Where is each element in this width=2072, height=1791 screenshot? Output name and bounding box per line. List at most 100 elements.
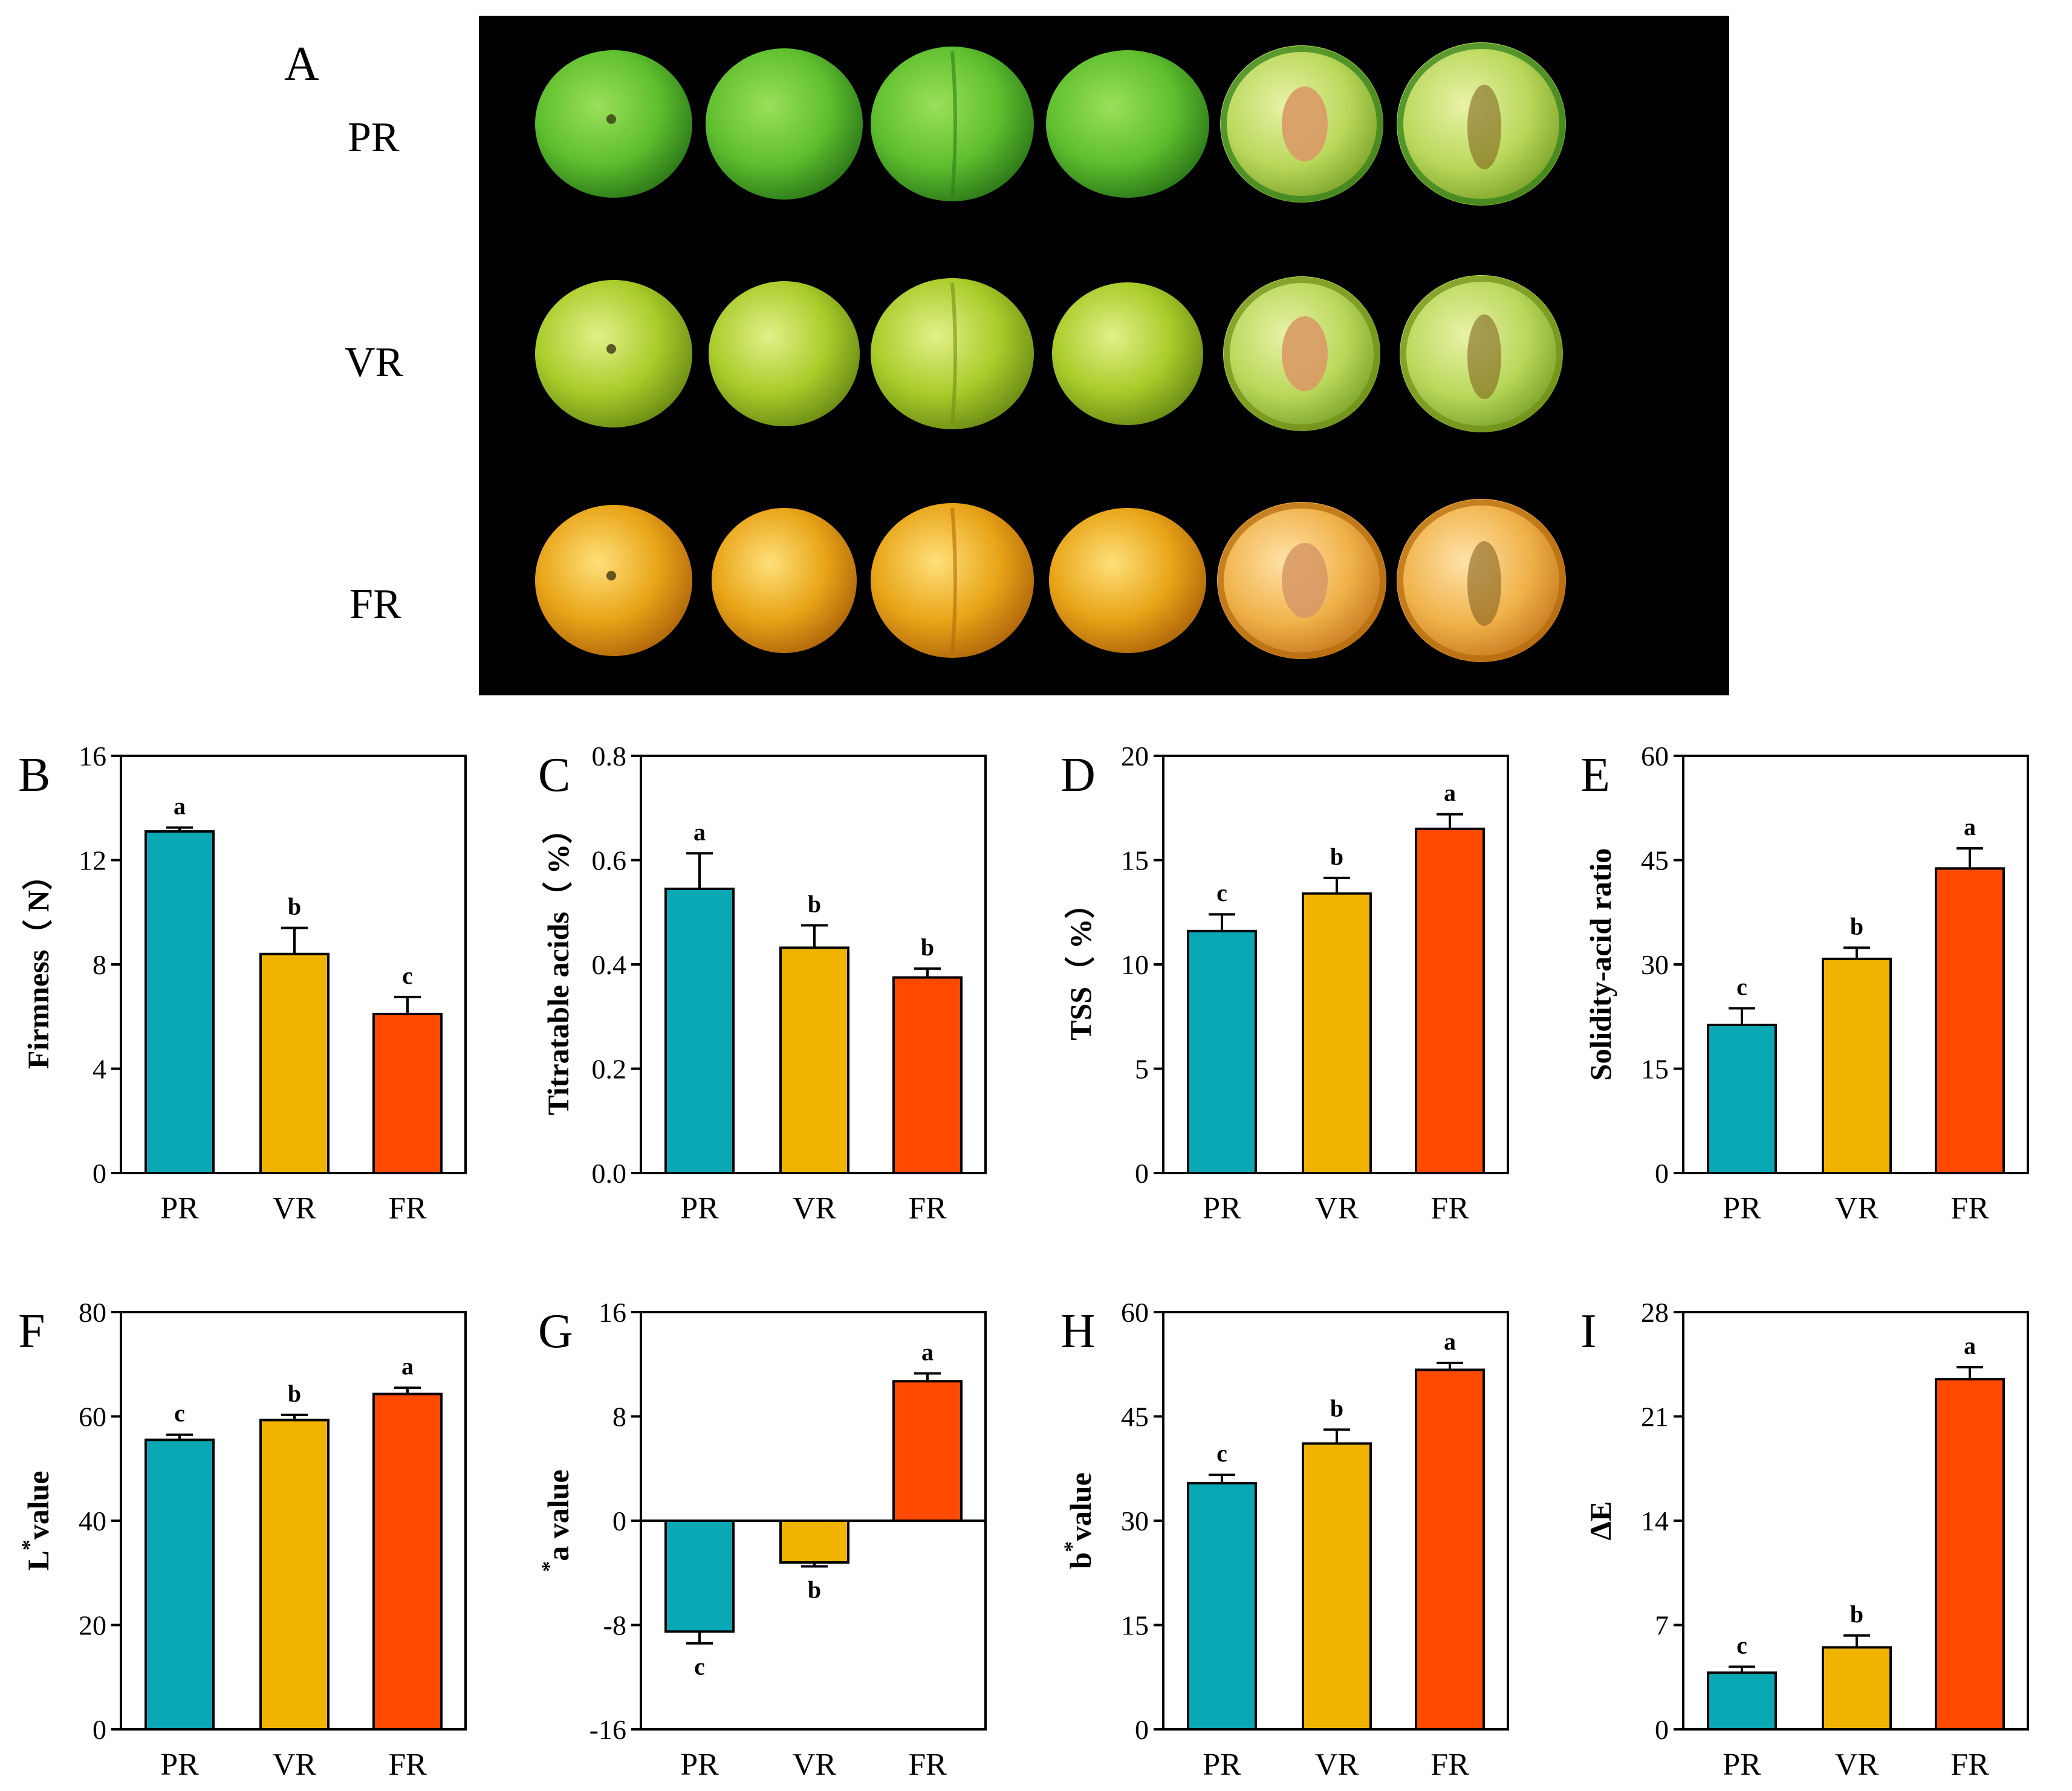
y-axis-label-main: L	[21, 1550, 55, 1570]
fruit-0-4	[1220, 45, 1383, 203]
y-tick-label: 16	[79, 741, 106, 772]
x-category-label: FR	[1431, 1191, 1469, 1226]
y-tick-label: 5	[1135, 1054, 1149, 1085]
x-category-label: FR	[908, 1191, 947, 1226]
bar-vr	[259, 1419, 330, 1731]
y-tick-label: 40	[79, 1506, 106, 1536]
bar-vr	[779, 946, 849, 1175]
significance-letter: b	[1850, 912, 1863, 940]
fruit-2-5	[1397, 499, 1566, 662]
significance-letter: a	[1444, 779, 1456, 807]
bar-pr	[1707, 1671, 1777, 1731]
chart-panel-f: F 0 20 40 60 80 c PR b VR a FR L*value	[17, 1297, 467, 1782]
x-category-label: PR	[1203, 1191, 1241, 1226]
panel-letter-a: A	[284, 37, 319, 91]
y-tick-label: 8	[612, 1402, 626, 1432]
significance-letter: c	[1216, 879, 1227, 906]
y-axis-label: *a value	[537, 1469, 575, 1572]
significance-letter: a	[1964, 813, 1976, 840]
y-axis-label-tail: value	[21, 1471, 55, 1539]
y-tick-label: 10	[1121, 949, 1149, 980]
y-axis-label: b*value	[1059, 1472, 1097, 1569]
bar-pr	[145, 830, 215, 1174]
bar-vr	[779, 1520, 849, 1564]
x-category-label: VR	[1315, 1747, 1359, 1782]
significance-letter: c	[402, 962, 413, 989]
y-tick-label: 7	[1655, 1610, 1669, 1641]
x-category-label: VR	[793, 1191, 837, 1226]
chart-panel-i: I 0 7 14 21 28 c PR b VR a FR ΔE	[1580, 1297, 2029, 1782]
bar-vr	[1822, 1646, 1892, 1731]
bar-fr	[1415, 827, 1485, 1174]
y-tick-label: 14	[1641, 1506, 1669, 1536]
y-tick-label: 12	[79, 845, 106, 876]
fruit-0-3	[1046, 50, 1209, 198]
x-category-label: VR	[1315, 1191, 1359, 1226]
panel-letter: D	[1060, 749, 1096, 802]
fruit-2-2	[871, 503, 1034, 658]
bar-vr	[1822, 957, 1892, 1175]
y-tick-label: -16	[589, 1714, 626, 1745]
x-category-label: VR	[273, 1747, 317, 1782]
y-tick-label: 16	[599, 1297, 626, 1328]
y-tick-label: 4	[93, 1054, 106, 1085]
bar-vr	[259, 952, 330, 1174]
fruit-1-2	[871, 278, 1034, 429]
bar-chart-panels: B 0 4 8 12 16 a PR b VR c FR Firmness（ N） C 0.0 0.2 0.4 0…	[17, 741, 2029, 1782]
y-tick-label: 0	[1135, 1714, 1149, 1745]
row-label-pr: PR	[348, 114, 400, 161]
y-tick-label: 15	[1121, 845, 1149, 876]
bar-fr	[1935, 1377, 2005, 1731]
fruit-0-2	[871, 47, 1034, 201]
fruit-1-0	[535, 280, 692, 427]
fruit-1-4	[1223, 276, 1380, 431]
chart-panel-g: G -16 -8 0 8 16 c PR b VR a FR *a value	[537, 1297, 987, 1782]
significance-letter: b	[288, 893, 301, 920]
y-tick-label: 0	[612, 1506, 626, 1536]
y-axis-label-main: b	[1064, 1552, 1097, 1569]
bar-fr	[892, 1380, 963, 1522]
significance-letter: c	[694, 1653, 705, 1680]
x-category-label: PR	[160, 1191, 199, 1226]
bar-vr	[1302, 1442, 1372, 1731]
significance-letter: a	[1444, 1328, 1456, 1355]
y-tick-label: 45	[1121, 1402, 1149, 1432]
y-axis-label: ΔE	[1583, 1501, 1617, 1541]
y-tick-label: 60	[1121, 1297, 1149, 1328]
significance-letter: b	[288, 1380, 301, 1407]
significance-letter: c	[1736, 1632, 1747, 1659]
panel-letter: H	[1060, 1305, 1096, 1358]
y-axis-label: TSS（ %）	[1064, 888, 1097, 1040]
fruit-2-4	[1217, 502, 1386, 659]
y-tick-label: 0.8	[592, 741, 627, 772]
y-tick-label: 0.6	[592, 845, 627, 876]
significance-letter: a	[921, 1338, 934, 1365]
x-category-label: VR	[1835, 1747, 1879, 1782]
bar-fr	[372, 1393, 443, 1731]
significance-letter: a	[174, 793, 186, 820]
bar-fr	[372, 1012, 443, 1174]
x-category-label: PR	[1723, 1191, 1761, 1226]
significance-letter: b	[1850, 1601, 1863, 1628]
y-tick-label: 30	[1121, 1506, 1149, 1536]
x-category-label: VR	[1835, 1191, 1879, 1226]
x-category-label: FR	[1950, 1191, 1989, 1226]
fruit-2-1	[712, 508, 857, 653]
bar-vr	[1302, 892, 1372, 1174]
significance-letter: c	[174, 1400, 185, 1427]
x-category-label: VR	[793, 1747, 837, 1782]
bar-pr	[664, 1520, 735, 1633]
y-axis-label: Firmness（ N）	[21, 860, 55, 1069]
panel-letter: I	[1580, 1305, 1597, 1358]
fruit-0-5	[1397, 42, 1566, 206]
y-axis-label-superscript: *	[537, 1561, 561, 1572]
row-label-fr: FR	[349, 581, 401, 628]
significance-letter: b	[808, 890, 821, 917]
y-axis-label-main: a value	[541, 1469, 575, 1561]
bar-pr	[1707, 1024, 1777, 1175]
bar-fr	[892, 976, 963, 1174]
x-category-label: FR	[1950, 1747, 1989, 1782]
significance-letter: b	[808, 1576, 821, 1603]
significance-letter: b	[1330, 1394, 1343, 1422]
y-axis-label-tail: value	[1064, 1472, 1097, 1541]
